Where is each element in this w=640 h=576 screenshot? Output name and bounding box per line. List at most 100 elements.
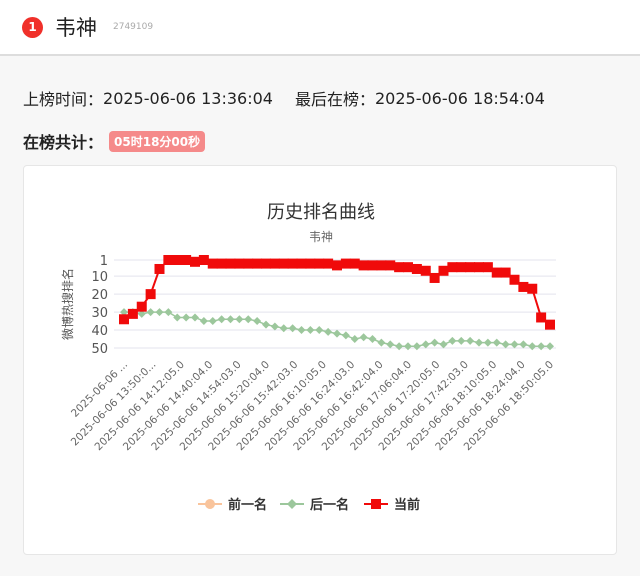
data-point <box>510 340 519 349</box>
data-point <box>349 258 360 269</box>
y-tick-label: 40 <box>91 324 108 339</box>
data-point <box>136 301 147 312</box>
duration-badge: 05时18分00秒 <box>109 130 206 152</box>
data-point <box>333 329 341 338</box>
data-point <box>448 336 457 345</box>
data-point <box>332 260 342 271</box>
data-point <box>386 340 395 349</box>
data-point <box>198 255 209 265</box>
data-point <box>120 308 128 317</box>
topic-title: 韦神 <box>55 16 97 40</box>
data-point <box>226 315 235 324</box>
data-point <box>519 340 528 349</box>
time-row: 上榜时间： 2025-06-06 13:36:04 最后在榜： 2025-06-… <box>23 86 545 110</box>
data-point <box>474 262 484 273</box>
data-point <box>457 336 466 345</box>
data-point <box>447 262 458 273</box>
data-point <box>500 267 511 278</box>
data-point <box>465 262 476 273</box>
legend-label: 后一名 <box>310 497 349 513</box>
data-point <box>456 262 467 273</box>
data-point <box>438 265 449 276</box>
y-tick-label: 20 <box>91 288 108 303</box>
legend-marker <box>287 499 297 509</box>
y-axis-label: 微博热搜排名 <box>60 268 75 340</box>
last-value: 2025-06-06 18:54:04 <box>374 88 545 108</box>
data-point <box>368 335 377 344</box>
data-point <box>253 317 262 326</box>
data-point <box>324 327 333 336</box>
data-point <box>244 315 253 324</box>
data-point <box>288 324 297 333</box>
data-point <box>181 255 192 265</box>
data-point <box>492 338 501 347</box>
y-tick-label: 1 <box>100 254 108 269</box>
data-point <box>439 340 448 349</box>
data-point <box>297 326 306 335</box>
data-point <box>164 308 173 317</box>
data-point <box>191 313 199 322</box>
legend-marker <box>205 499 215 509</box>
y-tick-label: 30 <box>91 306 108 321</box>
data-point <box>252 258 263 269</box>
data-point <box>546 342 554 351</box>
data-point <box>173 313 182 322</box>
data-point <box>340 258 351 269</box>
data-point <box>155 308 164 317</box>
data-point <box>137 309 146 318</box>
start-value: 2025-06-06 13:36:04 <box>103 88 273 108</box>
header: 1 韦神 2749109 <box>0 0 640 56</box>
data-point <box>385 260 396 271</box>
data-point <box>182 313 191 322</box>
topic-id: 2749109 <box>113 22 154 32</box>
data-point <box>537 342 546 351</box>
data-point <box>403 262 413 273</box>
data-point <box>262 320 270 329</box>
data-point <box>394 262 405 273</box>
legend-label: 前一名 <box>228 497 267 513</box>
data-point <box>261 258 271 269</box>
data-point <box>145 289 156 300</box>
legend-label: 当前 <box>394 497 420 513</box>
y-tick-label: 10 <box>91 270 108 285</box>
data-point <box>305 258 316 269</box>
data-point <box>323 258 334 269</box>
data-point <box>279 324 288 333</box>
data-point <box>377 338 386 347</box>
start-label: 上榜时间： <box>23 90 104 109</box>
data-point <box>376 260 387 271</box>
data-point <box>296 258 307 269</box>
data-point <box>225 258 236 269</box>
data-point <box>412 342 421 351</box>
data-point <box>119 314 129 325</box>
total-label: 在榜共计： <box>23 133 104 152</box>
data-point <box>527 283 538 294</box>
data-point <box>315 326 324 335</box>
data-point <box>358 260 369 271</box>
chart-subtitle: 韦神 <box>309 230 333 244</box>
data-point <box>234 258 245 269</box>
data-point <box>199 317 208 326</box>
data-point <box>278 258 289 269</box>
data-point <box>154 263 165 274</box>
data-point <box>404 342 412 351</box>
rank-badge: 1 <box>22 16 43 38</box>
data-point <box>518 281 529 292</box>
data-point <box>430 338 439 347</box>
data-point <box>475 338 483 347</box>
data-point <box>501 340 510 349</box>
chart-title: 历史排名曲线 <box>267 202 375 223</box>
data-point <box>306 326 315 335</box>
data-point <box>269 258 280 269</box>
data-point <box>314 258 325 269</box>
data-point <box>127 308 138 319</box>
legend-marker <box>371 499 381 509</box>
data-point <box>217 315 226 324</box>
data-point <box>528 342 537 351</box>
data-point <box>235 315 244 324</box>
data-point <box>341 331 350 340</box>
data-point <box>483 338 492 347</box>
data-point <box>429 272 440 283</box>
chart-card: 历史排名曲线 韦神 微博热搜排名 1 10 20 30 40 50 2025-06-06 ... 2… <box>23 165 617 555</box>
